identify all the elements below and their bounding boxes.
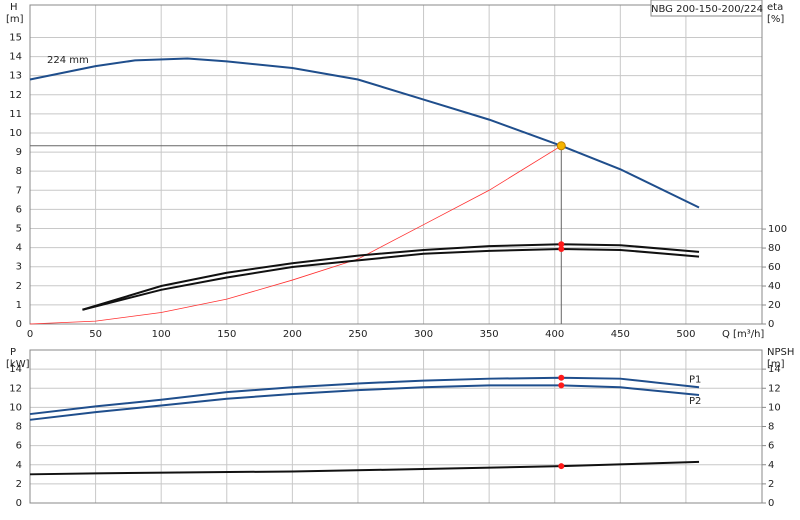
x-label: Q [m³/h] (722, 329, 764, 340)
y2-tick-label: 40 (768, 281, 781, 292)
duty-dot (558, 382, 565, 389)
y-tick-label: 11 (9, 109, 22, 120)
series-line (29, 460, 700, 476)
y-tick-label: 10 (9, 402, 22, 413)
y-tick-label: 1 (16, 300, 22, 311)
x-tick-label: 350 (480, 329, 499, 340)
series-line (82, 243, 700, 311)
x-tick-label: 450 (611, 329, 630, 340)
x-tick-label: 150 (217, 329, 236, 340)
y2-tick-label: 12 (768, 383, 781, 394)
y-tick-label: 15 (9, 32, 22, 43)
y2-tick-label: 2 (768, 479, 774, 490)
duty-dot (558, 374, 565, 381)
plot-frame (29, 349, 763, 504)
y-tick-label: 4 (16, 243, 22, 254)
y2-tick-label: 4 (768, 460, 774, 471)
y-tick-label: 2 (16, 479, 22, 490)
y-tick-label: 12 (9, 90, 22, 101)
duty-dot (558, 463, 565, 470)
y-tick-label: 10 (9, 128, 22, 139)
series-label: P2 (689, 396, 701, 407)
series-line (29, 145, 562, 325)
y-tick-label: 3 (16, 262, 22, 273)
y-tick-label: 9 (16, 147, 22, 158)
y2-unit: [m] (767, 359, 785, 370)
y2-tick-label: 6 (768, 441, 774, 452)
title-box (650, 0, 763, 17)
x-tick-label: 0 (27, 329, 33, 340)
y2-tick-label: 8 (768, 422, 774, 433)
y-tick-label: 7 (16, 185, 22, 196)
plot-frame (29, 4, 763, 325)
y-label: P (10, 347, 16, 358)
series-label: P1 (689, 374, 701, 385)
y-tick-label: 2 (16, 281, 22, 292)
series-line (29, 57, 700, 209)
y2-tick-label: 60 (768, 262, 781, 273)
duty-dot (558, 241, 565, 248)
x-tick-label: 300 (414, 329, 433, 340)
y2-tick-label: 80 (768, 243, 781, 254)
y-tick-label: 14 (9, 52, 22, 63)
y-tick-label: 8 (16, 166, 22, 177)
y-label: H (10, 2, 18, 13)
x-tick-label: 50 (89, 329, 102, 340)
series-line (29, 384, 700, 421)
y-tick-label: 0 (16, 498, 22, 509)
y2-label: eta (767, 2, 783, 13)
y-tick-label: 6 (16, 204, 22, 215)
y-tick-label: 6 (16, 441, 22, 452)
duty-dot (558, 245, 565, 252)
y2-tick-label: 0 (768, 498, 774, 509)
y-tick-label: 12 (9, 383, 22, 394)
y-tick-label: 14 (9, 364, 22, 375)
x-tick-label: 400 (545, 329, 564, 340)
series-line (82, 247, 700, 311)
y2-unit: [%] (767, 14, 784, 25)
x-tick-label: 200 (283, 329, 302, 340)
y2-tick-label: 0 (768, 319, 774, 330)
y2-label: NPSH (767, 347, 794, 358)
x-tick-label: 100 (152, 329, 171, 340)
y2-tick-label: 14 (768, 364, 781, 375)
x-tick-label: 250 (348, 329, 367, 340)
y-tick-label: 0 (16, 319, 22, 330)
series-line (29, 376, 700, 416)
x-tick-label: 500 (676, 329, 695, 340)
y2-tick-label: 10 (768, 402, 781, 413)
y2-tick-label: 20 (768, 300, 781, 311)
curve-annotation: 224 mm (47, 55, 89, 66)
y-unit: [kW] (6, 359, 30, 370)
y2-tick-label: 100 (768, 224, 787, 235)
chart-title: NBG 200-150-200/224 (651, 4, 763, 15)
y-tick-label: 4 (16, 460, 22, 471)
y-tick-label: 5 (16, 223, 22, 234)
y-tick-label: 8 (16, 422, 22, 433)
duty-point (556, 141, 566, 151)
y-tick-label: 13 (9, 71, 22, 82)
y-unit: [m] (6, 14, 24, 25)
